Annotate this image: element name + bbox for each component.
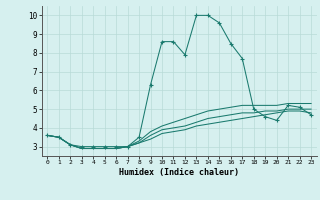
X-axis label: Humidex (Indice chaleur): Humidex (Indice chaleur) [119,168,239,177]
